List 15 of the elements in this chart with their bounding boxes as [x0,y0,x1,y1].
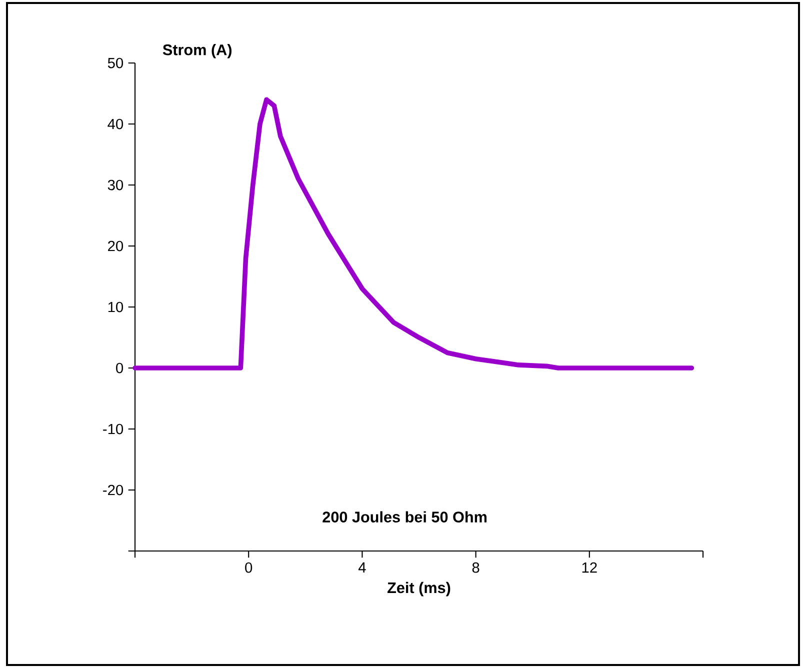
annotation: 200 Joules bei 50 Ohm [322,511,486,522]
y-tick-label: 50 [108,58,124,68]
y-tick-label: 10 [108,302,124,312]
x-tick-label: 12 [582,562,597,573]
y-tick-label: -10 [103,424,124,434]
y-tick-label: -20 [103,484,124,496]
x-tick-label: 4 [358,562,366,572]
y-tick-label: 30 [108,180,124,190]
y-tick-label: 40 [108,118,124,130]
y-tick-label: 0 [116,362,124,374]
x-axis-title: Zeit (ms) [388,582,450,596]
y-axis-title: Strom (A) [162,44,232,58]
x-tick-label: 0 [245,562,252,573]
y-tick-label: 20 [108,240,124,252]
x-tick-label: 8 [472,562,480,573]
